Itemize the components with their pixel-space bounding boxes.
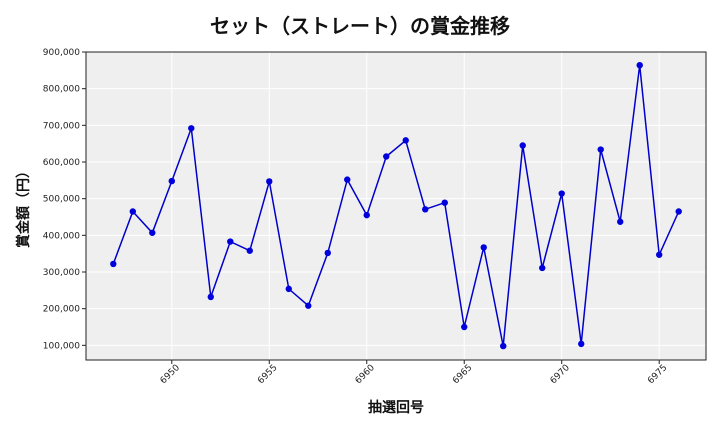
x-tick-label: 6965 bbox=[451, 363, 474, 386]
data-point bbox=[168, 177, 175, 185]
x-tick-label: 6960 bbox=[354, 363, 377, 386]
data-point bbox=[597, 146, 604, 153]
x-tick-label: 6950 bbox=[159, 363, 182, 386]
y-axis-label: 賞金額（円） bbox=[15, 164, 32, 248]
y-tick-label: 600,000 bbox=[43, 158, 80, 168]
data-point bbox=[344, 176, 351, 183]
data-point bbox=[207, 293, 214, 301]
data-point bbox=[363, 211, 370, 219]
data-point bbox=[129, 208, 136, 215]
data-point bbox=[539, 264, 546, 272]
data-point bbox=[675, 208, 682, 215]
y-tick-label: 300,000 bbox=[43, 268, 80, 278]
data-point bbox=[422, 206, 429, 213]
x-tick-label: 6975 bbox=[646, 363, 669, 386]
data-point bbox=[636, 61, 643, 69]
y-tick-label: 700,000 bbox=[43, 121, 80, 131]
data-point bbox=[461, 323, 468, 331]
chart-title: セット（ストレート）の賞金推移 bbox=[210, 14, 510, 38]
x-axis-label: 抽選回号 bbox=[368, 399, 424, 416]
data-point bbox=[558, 190, 565, 197]
data-point bbox=[246, 247, 253, 254]
data-point bbox=[110, 260, 117, 268]
y-tick-label: 500,000 bbox=[43, 195, 80, 205]
series-line bbox=[112, 65, 680, 347]
data-point bbox=[383, 153, 390, 160]
data-point bbox=[441, 199, 448, 206]
data-point bbox=[324, 249, 331, 257]
data-point bbox=[480, 244, 487, 251]
plot-background bbox=[86, 52, 706, 360]
data-point bbox=[402, 137, 409, 144]
data-point bbox=[617, 218, 624, 225]
data-point bbox=[285, 285, 292, 293]
y-tick-label: 900,000 bbox=[43, 48, 80, 58]
y-tick-label: 100,000 bbox=[43, 341, 80, 351]
data-point bbox=[149, 229, 156, 236]
y-tick-label: 400,000 bbox=[43, 231, 80, 241]
y-tick-label: 800,000 bbox=[43, 85, 80, 95]
data-point bbox=[500, 342, 507, 350]
data-point bbox=[519, 142, 526, 149]
x-tick-label: 6970 bbox=[549, 363, 572, 386]
data-point bbox=[578, 340, 585, 348]
data-point bbox=[305, 302, 312, 309]
x-tick-label: 6955 bbox=[256, 363, 279, 386]
data-point bbox=[266, 178, 273, 185]
data-point bbox=[188, 125, 195, 132]
plot-frame bbox=[85, 51, 707, 361]
data-point bbox=[227, 238, 234, 245]
y-tick-label: 200,000 bbox=[43, 305, 80, 315]
data-point bbox=[656, 251, 663, 258]
